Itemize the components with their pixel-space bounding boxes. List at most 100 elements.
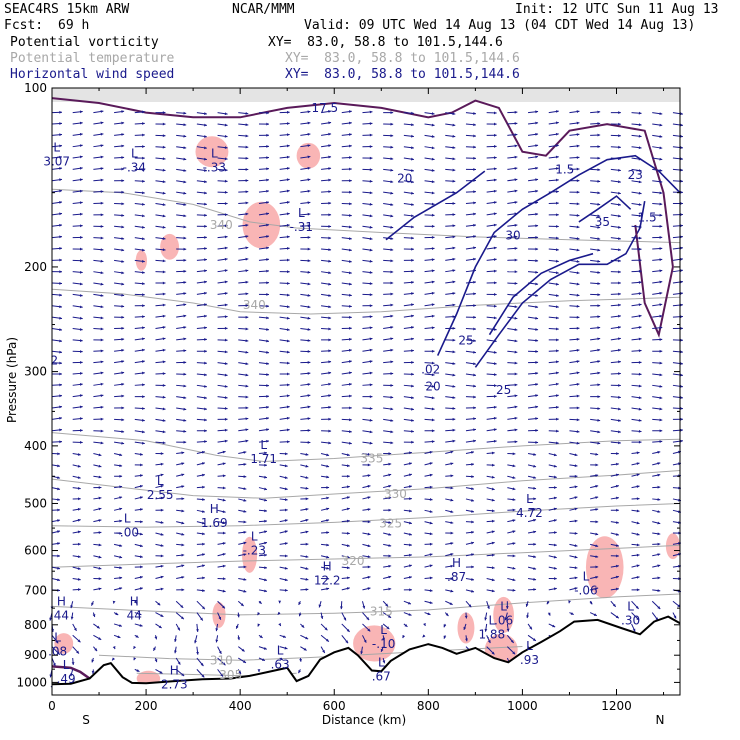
wind-vector-head xyxy=(139,575,143,579)
wind-vector-head xyxy=(555,441,559,445)
wind-vector-head xyxy=(493,212,497,216)
wind-vector-head xyxy=(533,555,537,559)
wind-vector-head xyxy=(224,384,228,388)
wind-vector-head xyxy=(115,612,119,615)
wind-vector-head xyxy=(657,510,661,513)
wind-vector-head xyxy=(183,203,187,206)
wind-vector-head xyxy=(411,134,414,138)
wind-vector-head xyxy=(202,553,205,557)
extremum-value: .49 xyxy=(57,672,76,686)
wind-vector-head xyxy=(162,248,166,252)
wind-vector-head xyxy=(142,407,145,410)
wind-vector-head xyxy=(346,507,350,511)
wind-vector-head xyxy=(512,487,516,491)
wind-vector-head xyxy=(243,520,247,524)
wind-vector-head xyxy=(224,202,228,205)
wind-vector-head xyxy=(659,213,663,217)
wind-vector-head xyxy=(574,576,578,580)
wind-vector-head xyxy=(121,156,125,159)
wind-vector-head xyxy=(556,201,559,205)
wind-vector-head xyxy=(535,371,539,375)
wind-vector-head xyxy=(659,361,663,365)
wind-vector-head xyxy=(367,532,371,536)
wind-vector-head xyxy=(615,615,619,619)
wind-contour xyxy=(385,170,486,241)
wind-vector-head xyxy=(493,373,497,377)
extremum-value: 2.73 xyxy=(161,677,188,691)
wind-vector-head xyxy=(450,450,454,454)
wind-vector-head xyxy=(100,360,104,364)
wind-vector-head xyxy=(450,474,454,478)
wind-vector-head xyxy=(121,225,125,229)
wind-vector-head xyxy=(183,349,187,353)
wind-vector-head xyxy=(369,225,373,229)
wind-vector-head xyxy=(301,624,305,628)
wind-vector-head xyxy=(59,416,62,420)
wind-vector-head xyxy=(245,201,249,205)
wind-vector-head xyxy=(328,394,332,398)
wind-vector-head xyxy=(162,383,166,387)
wind-vector-head xyxy=(100,178,104,182)
wind-vector-head xyxy=(266,328,269,331)
wind-vector-head xyxy=(305,497,309,501)
wind-vector-head xyxy=(224,168,228,172)
wind-vector-head xyxy=(369,337,373,341)
wind-vector-head xyxy=(680,384,683,388)
wind-vector-head xyxy=(380,648,384,652)
wind-vector-head xyxy=(431,202,435,206)
wind-vector-head xyxy=(142,371,145,375)
wind-vector-head xyxy=(49,617,53,621)
wind-vector-head xyxy=(142,202,145,206)
wind-vector-head xyxy=(286,223,290,227)
wind-vector-head xyxy=(284,530,288,534)
wind-vector-head xyxy=(162,281,166,285)
wind-vector-head xyxy=(576,133,580,136)
wind-vector-head xyxy=(328,327,332,331)
wind-vector-head xyxy=(224,291,228,295)
wind-vector-head xyxy=(326,464,330,468)
wind-vector-head xyxy=(142,383,145,387)
wind-vector-head xyxy=(139,624,143,627)
extremum-value: 44 xyxy=(127,608,142,622)
wind-vector-head xyxy=(360,651,364,655)
extremum-marker: L xyxy=(251,529,258,543)
wind-vector-head xyxy=(59,383,62,387)
wind-vector-head xyxy=(493,201,497,204)
x-tick-label: 800 xyxy=(417,699,440,713)
theta-contour-label: 340 xyxy=(210,218,233,232)
wind-vector-head xyxy=(278,623,281,627)
wind-vector-head xyxy=(423,622,426,626)
wind-vector-head xyxy=(597,418,601,422)
wind-vector-head xyxy=(471,530,474,534)
wind-vector-head xyxy=(324,627,328,631)
wind-vector-head xyxy=(286,247,290,250)
wind-vector-head xyxy=(183,214,187,218)
wind-vector-head xyxy=(307,405,311,409)
wind-vector-head xyxy=(142,156,145,160)
wind-vector-head xyxy=(318,604,322,608)
wind-vector-head xyxy=(473,156,476,160)
wind-vector-head xyxy=(183,337,187,341)
wind-vector-head xyxy=(390,168,394,172)
wind-vector-head xyxy=(422,634,426,638)
extremum-value: -.34 xyxy=(123,160,146,174)
x-tick-label: 0 xyxy=(48,699,56,713)
wind-vector-head xyxy=(78,497,81,501)
wind-vector-head xyxy=(638,269,642,273)
wind-vector-head xyxy=(162,145,166,149)
wind-vector-head xyxy=(286,383,290,387)
wind-vector-head xyxy=(576,382,580,386)
wind-vector-head xyxy=(286,328,290,332)
wind-vector-head xyxy=(245,168,249,171)
wind-vector-head xyxy=(79,305,83,309)
wind-vector-head xyxy=(100,282,104,286)
wind-vector-head xyxy=(493,304,497,308)
wind-vector-head xyxy=(183,429,187,433)
wind-vector-head xyxy=(245,362,249,366)
wind-vector-head xyxy=(204,407,207,411)
wind-vector-head xyxy=(204,146,207,150)
wind-vector-head xyxy=(237,614,240,618)
wind-vector-head xyxy=(142,315,145,319)
wind-vector-head xyxy=(618,281,621,285)
wind-vector-head xyxy=(222,552,226,556)
